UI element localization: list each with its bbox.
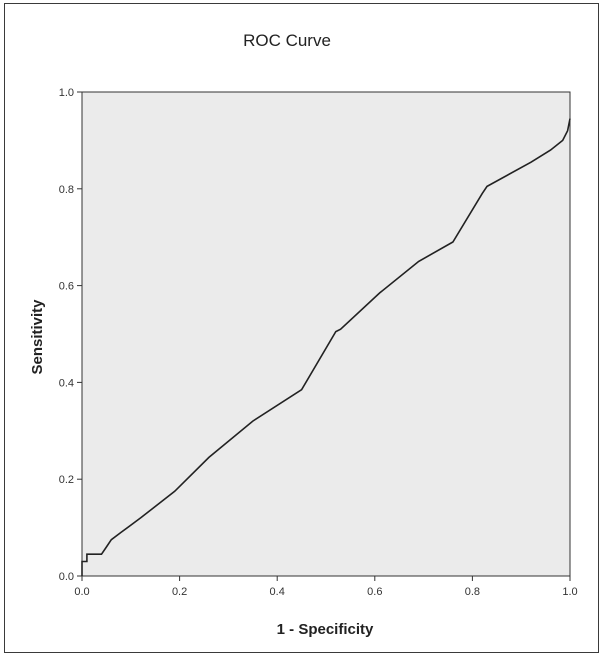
chart-frame: ROC Curve 0.0 0.2 0.4 0.6 0.8 1.0 0.0 0.2 0.4 0.6… (4, 3, 599, 653)
axis-ticks (77, 91, 571, 581)
y-tick-label: 0.6 (59, 281, 74, 293)
y-tick-label: 1.0 (59, 87, 74, 99)
x-tick-label: 0.8 (465, 586, 480, 598)
chart-title: ROC Curve (243, 31, 331, 50)
axis-tick-labels: 0.0 0.2 0.4 0.6 0.8 1.0 0.0 0.2 0.4 0.6 0.8 1.0 (59, 87, 578, 598)
x-tick-label: 0.0 (74, 586, 89, 598)
plot-area (81, 91, 571, 577)
x-axis-title: 1 - Specificity (277, 621, 374, 638)
roc-chart: ROC Curve 0.0 0.2 0.4 0.6 0.8 1.0 0.0 0.2 0.4 0.6… (29, 31, 578, 638)
y-tick-label: 0.2 (59, 474, 74, 486)
x-tick-label: 0.2 (172, 586, 187, 598)
x-tick-label: 0.6 (367, 586, 382, 598)
x-tick-label: 0.4 (270, 586, 285, 598)
y-tick-label: 0.0 (59, 571, 74, 583)
roc-curve-line (81, 118, 571, 576)
y-tick-label: 0.8 (59, 184, 74, 196)
y-tick-label: 0.4 (59, 377, 74, 389)
y-axis-title: Sensitivity (29, 299, 46, 375)
x-tick-label: 1.0 (562, 586, 577, 598)
